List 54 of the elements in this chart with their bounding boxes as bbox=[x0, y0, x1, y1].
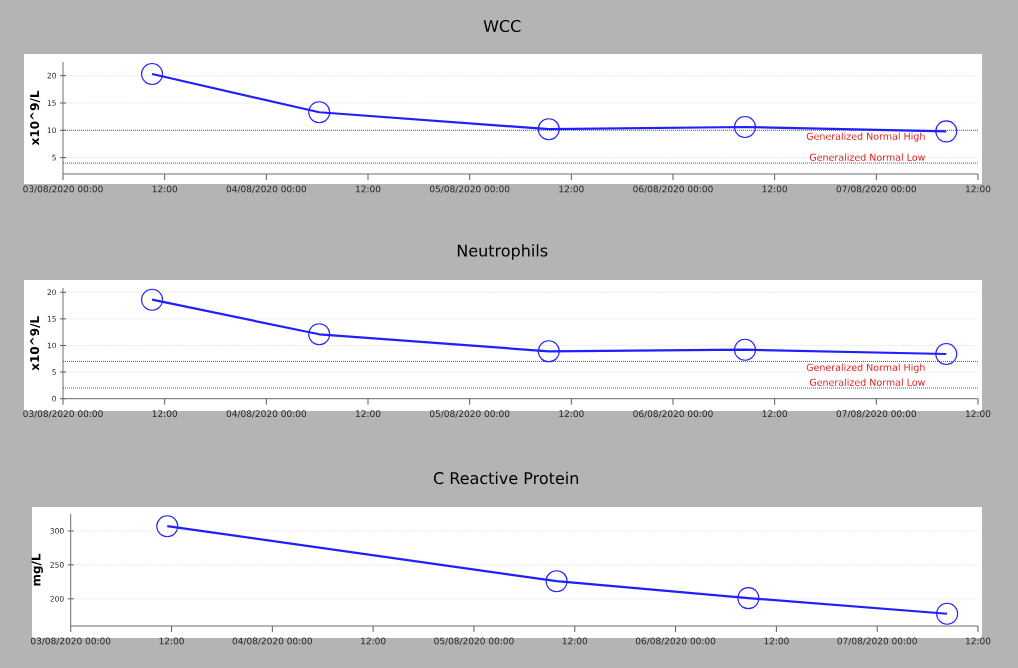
x-tick-label: 12:00 bbox=[762, 185, 788, 193]
ref-line-label: Generalized Normal High bbox=[806, 363, 925, 373]
x-tick-label: 06/08/2020 00:00 bbox=[635, 637, 716, 646]
x-tick-label: 12:00 bbox=[764, 637, 789, 645]
x-tick-label: 06/08/2020 00:00 bbox=[633, 410, 713, 418]
x-tick-label: 06/08/2020 00:00 bbox=[633, 185, 713, 194]
x-tick-label: 05/08/2020 00:00 bbox=[434, 637, 514, 646]
x-tick-label: 05/08/2020 00:00 bbox=[429, 410, 510, 418]
x-tick-label: 04/08/2020 00:00 bbox=[226, 410, 307, 418]
x-tick-label: 12:00 bbox=[152, 410, 178, 418]
y-axis-title: x10^9/L bbox=[30, 90, 41, 146]
x-tick-label: 12:00 bbox=[361, 637, 386, 645]
point bbox=[935, 120, 958, 143]
x-tick-label: 12:00 bbox=[559, 410, 584, 418]
x-tick-label: 12:00 bbox=[966, 185, 991, 193]
point bbox=[308, 101, 331, 124]
y-axis-title: mg/L bbox=[31, 553, 43, 586]
point bbox=[935, 342, 958, 366]
x-tick-label: 07/08/2020 00:00 bbox=[836, 410, 917, 418]
y-axis-title: x10^9/L bbox=[30, 316, 41, 371]
point bbox=[936, 602, 959, 625]
x-tick-label: 12:00 bbox=[966, 637, 991, 645]
x-tick-label: 12:00 bbox=[562, 637, 588, 645]
point bbox=[537, 340, 560, 363]
point bbox=[733, 115, 757, 139]
point bbox=[308, 323, 331, 346]
x-tick-label: 03/08/2020 00:00 bbox=[23, 185, 103, 194]
chart-title: WCC bbox=[483, 19, 521, 33]
x-tick-label: 03/08/2020 00:00 bbox=[23, 410, 103, 418]
x-tick-label: 12:00 bbox=[159, 637, 184, 645]
ref-line-label: Generalized Normal Low bbox=[809, 378, 925, 386]
ref-line-label: Generalized Normal High bbox=[806, 132, 925, 142]
x-tick-label: 03/08/2020 00:00 bbox=[30, 637, 111, 646]
chart-title: Neutrophils bbox=[457, 244, 548, 260]
x-tick-label: 12:00 bbox=[152, 185, 178, 193]
x-tick-label: 12:00 bbox=[559, 185, 584, 193]
x-tick-label: 12:00 bbox=[966, 410, 991, 418]
point bbox=[537, 118, 560, 141]
point bbox=[545, 570, 568, 593]
x-tick-label: 07/08/2020 00:00 bbox=[836, 185, 917, 194]
point bbox=[156, 515, 179, 538]
point bbox=[141, 288, 164, 311]
chart-title: C Reactive Protein bbox=[433, 471, 579, 485]
ref-line-label: Generalized Normal Low bbox=[809, 153, 925, 161]
x-tick-label: 12:00 bbox=[762, 410, 788, 418]
x-tick-label: 05/08/2020 00:00 bbox=[429, 185, 510, 194]
x-tick-label: 12:00 bbox=[356, 410, 381, 418]
x-tick-label: 04/08/2020 00:00 bbox=[226, 185, 307, 194]
point bbox=[737, 587, 760, 610]
x-tick-label: 12:00 bbox=[356, 185, 381, 193]
point bbox=[733, 338, 757, 361]
point bbox=[141, 62, 164, 86]
x-tick-label: 07/08/2020 00:00 bbox=[837, 637, 917, 646]
x-tick-label: 04/08/2020 00:00 bbox=[232, 637, 313, 646]
